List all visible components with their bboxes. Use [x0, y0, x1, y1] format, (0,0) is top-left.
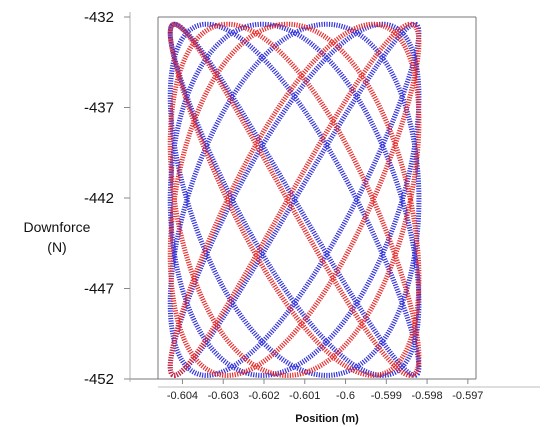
series-layer: [167, 21, 422, 378]
x-tick-label: -0.597: [452, 390, 483, 402]
x-tick-label: -0.601: [289, 390, 320, 402]
series-red-trace: [167, 21, 422, 378]
x-tick-label: -0.604: [167, 390, 198, 402]
y-tick-label: -452: [84, 371, 114, 388]
x-tick-layer: -0.604 -0.603 -0.602 -0.601 -0.6 -0.599 -0.598…: [167, 379, 483, 402]
y-axis-label-line1: Downforce: [24, 219, 91, 235]
y-tick-label: -437: [84, 100, 114, 117]
y-tick-label: -447: [84, 281, 114, 298]
x-tick-label: -0.603: [208, 390, 239, 402]
x-axis-label: Position (m): [295, 413, 359, 425]
y-axis-label-line2: (N): [47, 239, 66, 255]
y-tick-label: -432: [84, 9, 114, 26]
x-tick-label: -0.6: [336, 390, 355, 402]
x-tick-label: -0.598: [411, 390, 442, 402]
x-tick-label: -0.602: [248, 390, 279, 402]
y-tick-layer: -432 -437 -442 -447 -452: [84, 9, 130, 388]
x-tick-label: -0.599: [371, 390, 402, 402]
series-blue-trace: [167, 21, 422, 378]
y-tick-label: -442: [84, 190, 114, 207]
